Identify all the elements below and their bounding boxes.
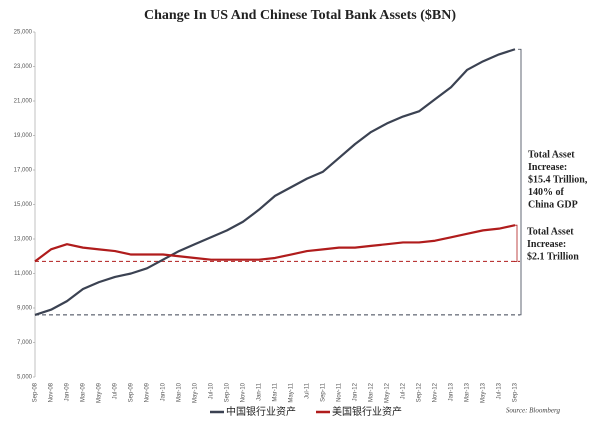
x-tick-label: Sep-09 <box>129 382 135 402</box>
y-tick-label: 11,000 <box>14 271 33 277</box>
annotation: 140% of <box>528 187 565 198</box>
x-tick-label: Jan-12 <box>353 382 359 401</box>
x-tick-label: Jul-11 <box>305 382 311 399</box>
x-tick-label: Sep-12 <box>417 382 423 402</box>
x-tick-label: Jul-12 <box>401 382 407 399</box>
x-tick-label: Nov-11 <box>337 382 343 402</box>
y-tick-label: 5,000 <box>17 375 33 381</box>
y-tick-label: 13,000 <box>14 237 33 243</box>
y-tick-label: 9,000 <box>17 306 33 312</box>
series-line <box>34 224 516 263</box>
x-tick-label: Jan-11 <box>257 382 263 401</box>
x-tick-label: Nov-08 <box>49 382 55 402</box>
x-tick-label: Jan-09 <box>65 382 71 401</box>
x-tick-label: Sep-08 <box>33 382 39 402</box>
annotation: Total Asset <box>527 226 574 237</box>
legend-label: 美国银行业资产 <box>332 405 402 418</box>
x-tick-label: May-12 <box>385 382 391 403</box>
x-tick-label: Mar-13 <box>465 382 471 402</box>
x-tick-label: Jul-10 <box>209 382 215 399</box>
legend-label: 中国银行业资产 <box>226 405 296 418</box>
chart-title: Change In US And Chinese Total Bank Asse… <box>144 8 456 23</box>
y-tick-label: 21,000 <box>14 99 33 105</box>
y-tick-label: 17,000 <box>14 168 33 174</box>
y-tick-label: 23,000 <box>14 64 33 70</box>
source: Source: Bloomberg <box>506 407 561 415</box>
series-line <box>34 48 516 316</box>
x-tick-label: Jan-13 <box>449 382 455 401</box>
annotation: Increase: <box>527 239 566 250</box>
x-tick-label: Mar-11 <box>273 382 279 401</box>
x-tick-label: Sep-10 <box>225 382 231 402</box>
annotation: Total Asset <box>528 149 575 160</box>
x-tick-label: Sep-11 <box>321 382 327 402</box>
bracket <box>518 48 522 316</box>
x-tick-label: Mar-10 <box>177 382 183 402</box>
x-tick-label: Jan-10 <box>161 382 167 401</box>
annotation: Increase: <box>528 162 567 173</box>
x-tick-label: May-11 <box>289 382 295 402</box>
annotation: China GDP <box>528 199 578 210</box>
x-tick-label: Jul-09 <box>113 382 119 399</box>
x-tick-label: Jul-13 <box>497 382 503 399</box>
x-tick-label: May-09 <box>97 382 103 403</box>
x-tick-label: Nov-12 <box>433 382 439 402</box>
y-tick-label: 25,000 <box>14 30 33 36</box>
annotation: $2.1 Trillion <box>527 251 579 262</box>
annotation: $15.4 Trillion, <box>528 174 588 185</box>
y-tick-label: 7,000 <box>17 340 33 346</box>
x-tick-label: Nov-09 <box>145 382 151 402</box>
y-tick-label: 15,000 <box>14 202 33 208</box>
x-tick-label: Sep-13 <box>513 382 519 402</box>
x-tick-label: Mar-09 <box>81 382 87 402</box>
bracket <box>514 224 518 262</box>
x-tick-label: May-10 <box>193 382 199 403</box>
y-tick-label: 19,000 <box>14 133 33 139</box>
x-tick-label: Mar-12 <box>369 382 375 402</box>
x-tick-label: Nov-10 <box>241 382 247 402</box>
x-tick-label: May-13 <box>481 382 487 403</box>
